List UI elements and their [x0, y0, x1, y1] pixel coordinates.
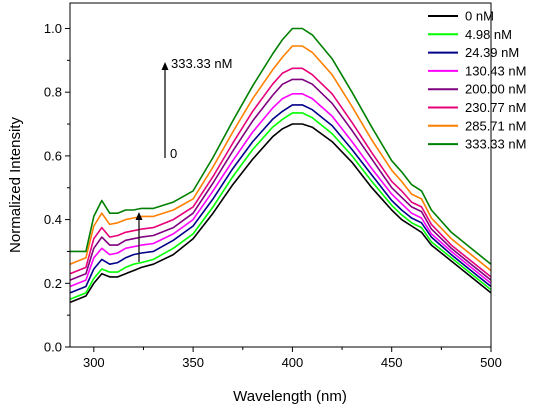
series-line-4 — [69, 78, 492, 281]
y-tick-label: 0.2 — [44, 276, 62, 291]
x-axis-ticks: 300 350 400 450 500 — [83, 347, 502, 370]
legend-label: 230.77 nM — [465, 100, 526, 115]
plot-frame — [69, 2, 492, 348]
shoulder-arrow — [135, 212, 143, 262]
concentration-arrow-head — [161, 62, 169, 70]
legend-label: 285.71 nM — [465, 118, 526, 133]
legend-label: 0 nM — [465, 9, 494, 24]
legend-label: 200.00 nM — [465, 82, 526, 97]
arrow-label-top: 333.33 nM — [171, 56, 232, 71]
y-tick-label: 0.4 — [44, 212, 62, 227]
plot-lines — [69, 27, 492, 304]
legend-label: 4.98 nM — [465, 27, 512, 42]
legend-label: 130.43 nM — [465, 63, 526, 78]
x-tick-label: 350 — [182, 355, 204, 370]
series-line-2 — [69, 104, 492, 294]
x-axis-title: Wavelength (nm) — [233, 388, 347, 405]
legend-label: 24.39 nM — [465, 45, 519, 60]
x-tick-label: 400 — [282, 355, 304, 370]
series-line-5 — [69, 67, 492, 278]
y-tick-label: 0.6 — [44, 148, 62, 163]
series-line-7 — [70, 27, 492, 265]
x-tick-label: 300 — [83, 355, 105, 370]
series-line-1 — [69, 112, 492, 300]
y-axis-ticks: 0.0 0.2 0.4 0.6 0.8 1.0 — [44, 21, 70, 355]
y-tick-label: 0.0 — [44, 340, 62, 355]
series-line-0 — [69, 123, 492, 304]
y-tick-label: 1.0 — [44, 21, 62, 36]
y-axis-title: Normalized Intensity — [7, 117, 24, 253]
arrow-label-bottom: 0 — [170, 146, 177, 161]
legend-label: 333.33 nM — [465, 137, 526, 152]
x-tick-label: 450 — [381, 355, 403, 370]
shoulder-arrow-head — [135, 212, 143, 220]
y-tick-label: 0.8 — [44, 85, 62, 100]
legend: 0 nM 4.98 nM 24.39 nM 130.43 nM 200.00 nM 230… — [428, 9, 526, 152]
series-line-6 — [69, 45, 492, 272]
series-line-3 — [69, 93, 492, 288]
concentration-arrow: 333.33 nM 0 — [161, 56, 232, 161]
x-tick-label: 500 — [480, 355, 502, 370]
